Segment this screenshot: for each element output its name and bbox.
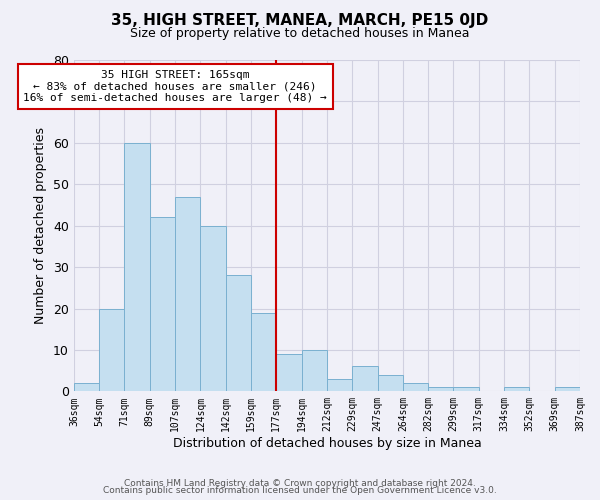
Bar xyxy=(150,218,175,392)
Y-axis label: Number of detached properties: Number of detached properties xyxy=(34,127,47,324)
Bar xyxy=(554,387,580,392)
Bar xyxy=(428,387,454,392)
Bar xyxy=(327,379,352,392)
Bar xyxy=(504,387,529,392)
Bar xyxy=(277,354,302,392)
Text: Size of property relative to detached houses in Manea: Size of property relative to detached ho… xyxy=(130,28,470,40)
Bar xyxy=(403,383,428,392)
Text: 35 HIGH STREET: 165sqm
← 83% of detached houses are smaller (246)
16% of semi-de: 35 HIGH STREET: 165sqm ← 83% of detached… xyxy=(23,70,327,103)
Bar xyxy=(74,383,99,392)
Bar xyxy=(454,387,479,392)
Bar xyxy=(302,350,327,392)
Bar xyxy=(251,312,277,392)
Bar xyxy=(377,375,403,392)
X-axis label: Distribution of detached houses by size in Manea: Distribution of detached houses by size … xyxy=(173,437,481,450)
Text: Contains HM Land Registry data © Crown copyright and database right 2024.: Contains HM Land Registry data © Crown c… xyxy=(124,478,476,488)
Bar xyxy=(200,226,226,392)
Bar xyxy=(175,196,200,392)
Bar xyxy=(124,143,150,392)
Text: Contains public sector information licensed under the Open Government Licence v3: Contains public sector information licen… xyxy=(103,486,497,495)
Bar xyxy=(352,366,377,392)
Bar xyxy=(99,308,124,392)
Text: 35, HIGH STREET, MANEA, MARCH, PE15 0JD: 35, HIGH STREET, MANEA, MARCH, PE15 0JD xyxy=(112,12,488,28)
Bar xyxy=(226,276,251,392)
